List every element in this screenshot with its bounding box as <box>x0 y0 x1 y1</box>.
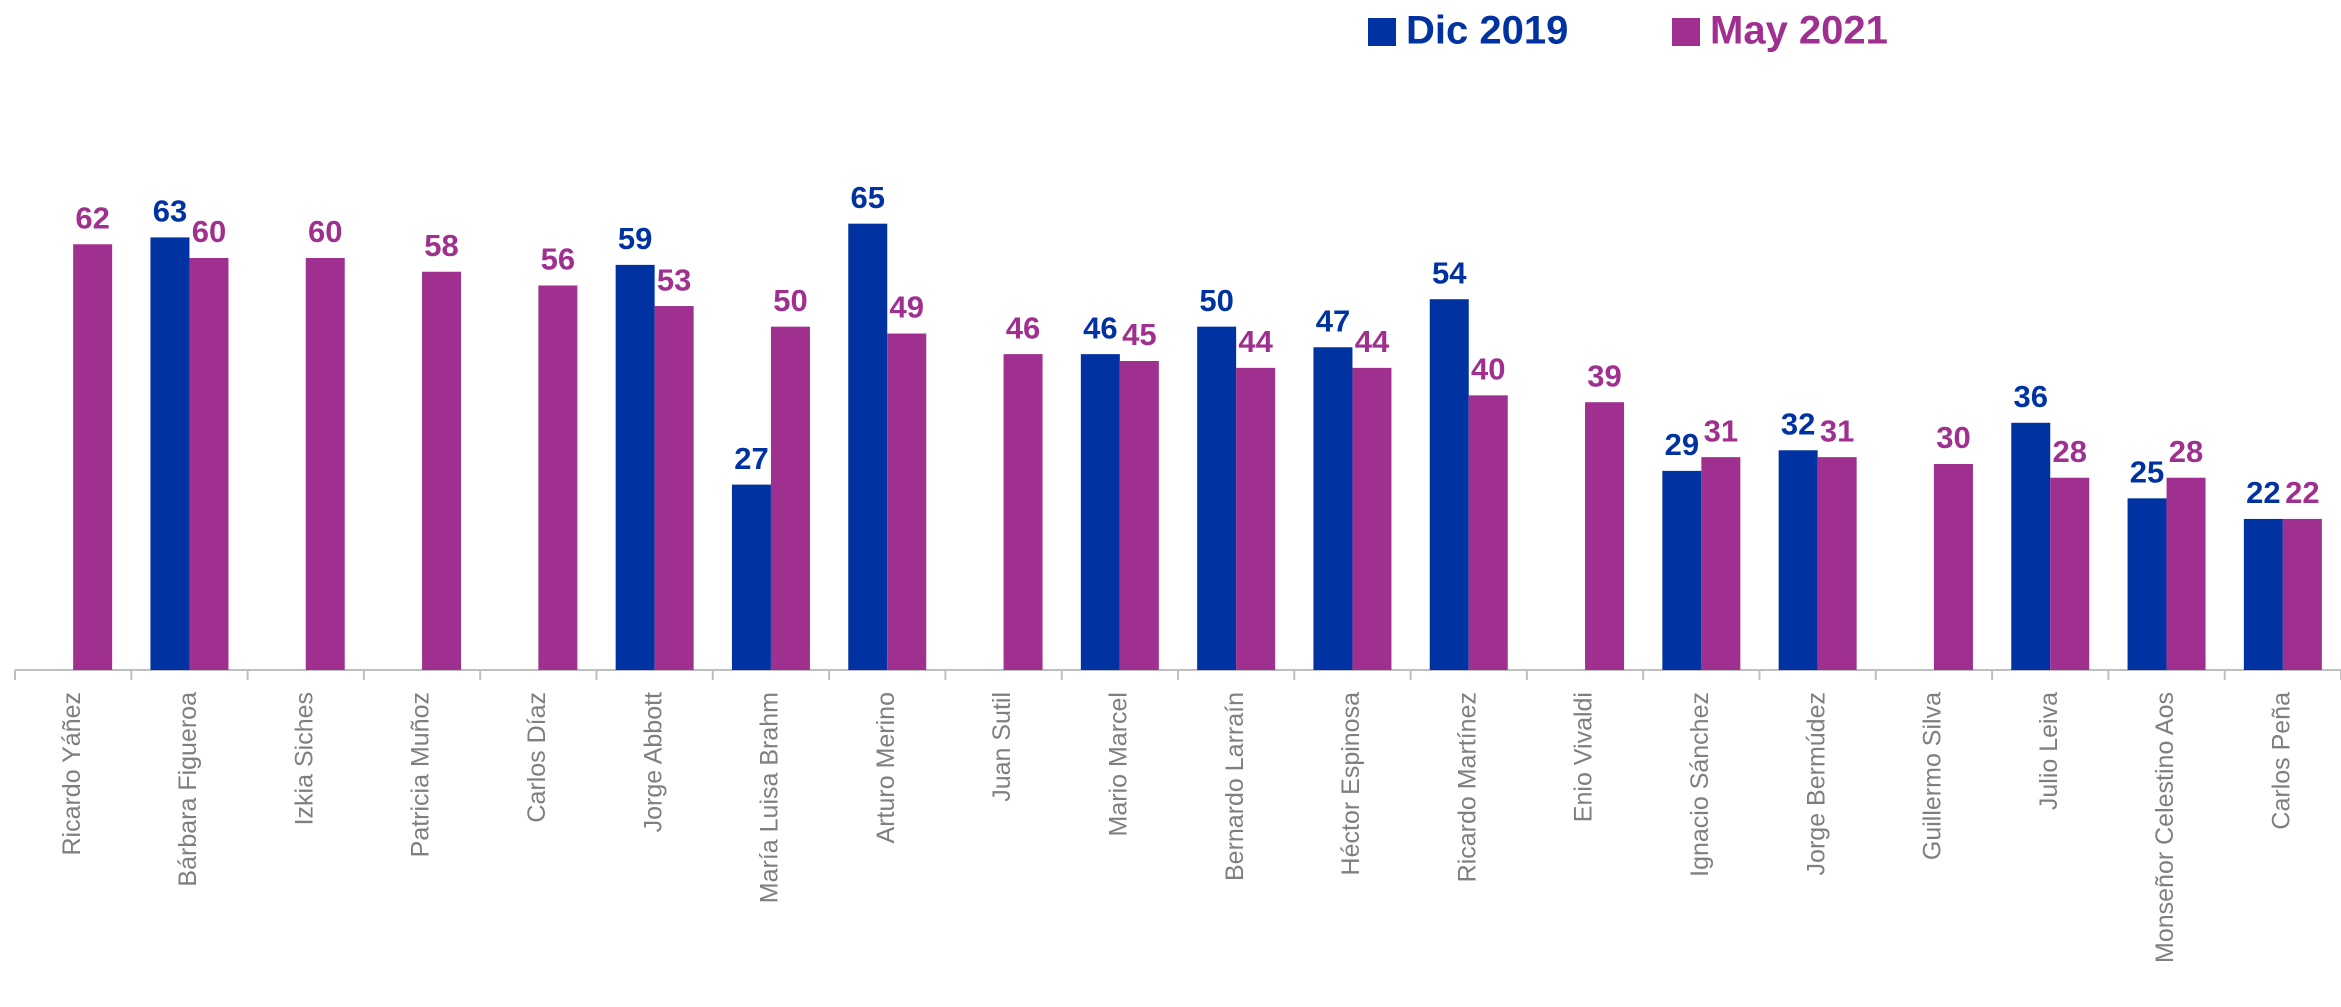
data-label: 54 <box>1432 255 1467 290</box>
x-tick-label: Enio Vivaldi <box>1570 692 1598 822</box>
data-label: 27 <box>734 441 768 476</box>
x-tick-label: Juan Sutil <box>988 692 1016 802</box>
data-label: 47 <box>1316 303 1350 338</box>
bar <box>189 258 229 670</box>
bar <box>422 271 462 670</box>
data-label: 36 <box>2014 379 2048 414</box>
bar <box>305 258 345 670</box>
data-label: 46 <box>1006 310 1040 345</box>
data-label: 56 <box>541 242 575 277</box>
data-label: 53 <box>657 262 691 297</box>
x-tick-label: Bárbara Figueroa <box>174 692 202 887</box>
data-label: 60 <box>308 214 342 249</box>
bar <box>150 237 190 670</box>
bar <box>1003 354 1043 670</box>
legend-swatch <box>1368 18 1396 46</box>
data-label: 62 <box>75 200 109 235</box>
x-tick-label: Bernardo Larraín <box>1221 692 1249 881</box>
bar <box>615 264 655 670</box>
data-label: 28 <box>2169 434 2203 469</box>
bar <box>1817 457 1857 670</box>
bar <box>73 244 113 670</box>
x-tick-label: Guillermo Silva <box>1919 692 1947 860</box>
bar <box>1313 347 1353 670</box>
legend-label: May 2021 <box>1710 9 1888 53</box>
bar <box>887 333 927 670</box>
data-label: 40 <box>1471 352 1505 387</box>
bar <box>770 326 810 670</box>
bar <box>2050 477 2090 670</box>
data-label: 63 <box>153 194 187 229</box>
x-tick-label: Jorge Bermúdez <box>1802 692 1830 875</box>
data-label: 60 <box>192 214 226 249</box>
x-tick-label: Arturo Merino <box>872 692 900 843</box>
x-tick-label: María Luisa Brahm <box>756 692 784 903</box>
bar <box>1585 402 1625 670</box>
data-label: 31 <box>1820 413 1854 448</box>
legend-swatch <box>1672 18 1700 46</box>
bar <box>538 285 578 670</box>
bar <box>1662 470 1702 670</box>
data-label: 22 <box>2285 475 2319 510</box>
bar <box>1778 450 1818 670</box>
bar <box>1701 457 1741 670</box>
data-label: 58 <box>424 228 458 263</box>
data-label: 44 <box>1355 324 1390 359</box>
x-tick-label: Ricardo Yáñez <box>58 692 86 856</box>
x-tick-label: Monseñor Celestino Aos <box>2151 692 2179 963</box>
bar <box>731 484 771 670</box>
x-tick-label: Mario Marcel <box>1104 692 1132 836</box>
data-label: 32 <box>1781 406 1815 441</box>
x-tick-label: Julio Leiva <box>2035 692 2063 810</box>
bar <box>1197 326 1237 670</box>
bar <box>2243 518 2283 670</box>
bar <box>2166 477 2206 670</box>
bar <box>2011 422 2051 670</box>
data-label: 31 <box>1704 413 1738 448</box>
legend-label: Dic 2019 <box>1406 9 1568 53</box>
bar <box>1468 395 1508 670</box>
bar <box>1429 299 1469 670</box>
x-tick-label: Izkia Siches <box>290 692 318 825</box>
data-label: 49 <box>890 290 924 325</box>
bar <box>1080 354 1120 670</box>
x-tick-label: Patricia Muñoz <box>407 692 435 857</box>
data-label: 22 <box>2246 475 2280 510</box>
data-label: 46 <box>1083 310 1117 345</box>
x-tick-label: Carlos Díaz <box>523 692 551 823</box>
data-label: 50 <box>1199 283 1233 318</box>
data-label: 59 <box>618 221 652 256</box>
bar <box>1352 367 1392 670</box>
x-tick-label: Carlos Peña <box>2267 692 2295 830</box>
bar <box>848 223 888 670</box>
x-tick-label: Jorge Abbott <box>639 692 667 832</box>
data-label: 28 <box>2053 434 2087 469</box>
data-label: 30 <box>1936 420 1970 455</box>
bar <box>1933 464 1973 670</box>
data-label: 29 <box>1665 427 1699 462</box>
bar <box>1236 367 1276 670</box>
data-label: 65 <box>851 180 885 215</box>
bar <box>2127 498 2167 670</box>
bar <box>1119 361 1159 670</box>
data-label: 39 <box>1587 358 1621 393</box>
x-tick-label: Héctor Espinosa <box>1337 692 1365 876</box>
data-label: 44 <box>1238 324 1273 359</box>
bar <box>654 306 694 670</box>
data-label: 25 <box>2130 455 2164 490</box>
x-tick-label: Ricardo Martínez <box>1453 692 1481 882</box>
x-tick-label: Ignacio Sánchez <box>1686 692 1714 877</box>
bar <box>2282 518 2322 670</box>
data-label: 45 <box>1122 317 1156 352</box>
data-label: 50 <box>773 283 807 318</box>
